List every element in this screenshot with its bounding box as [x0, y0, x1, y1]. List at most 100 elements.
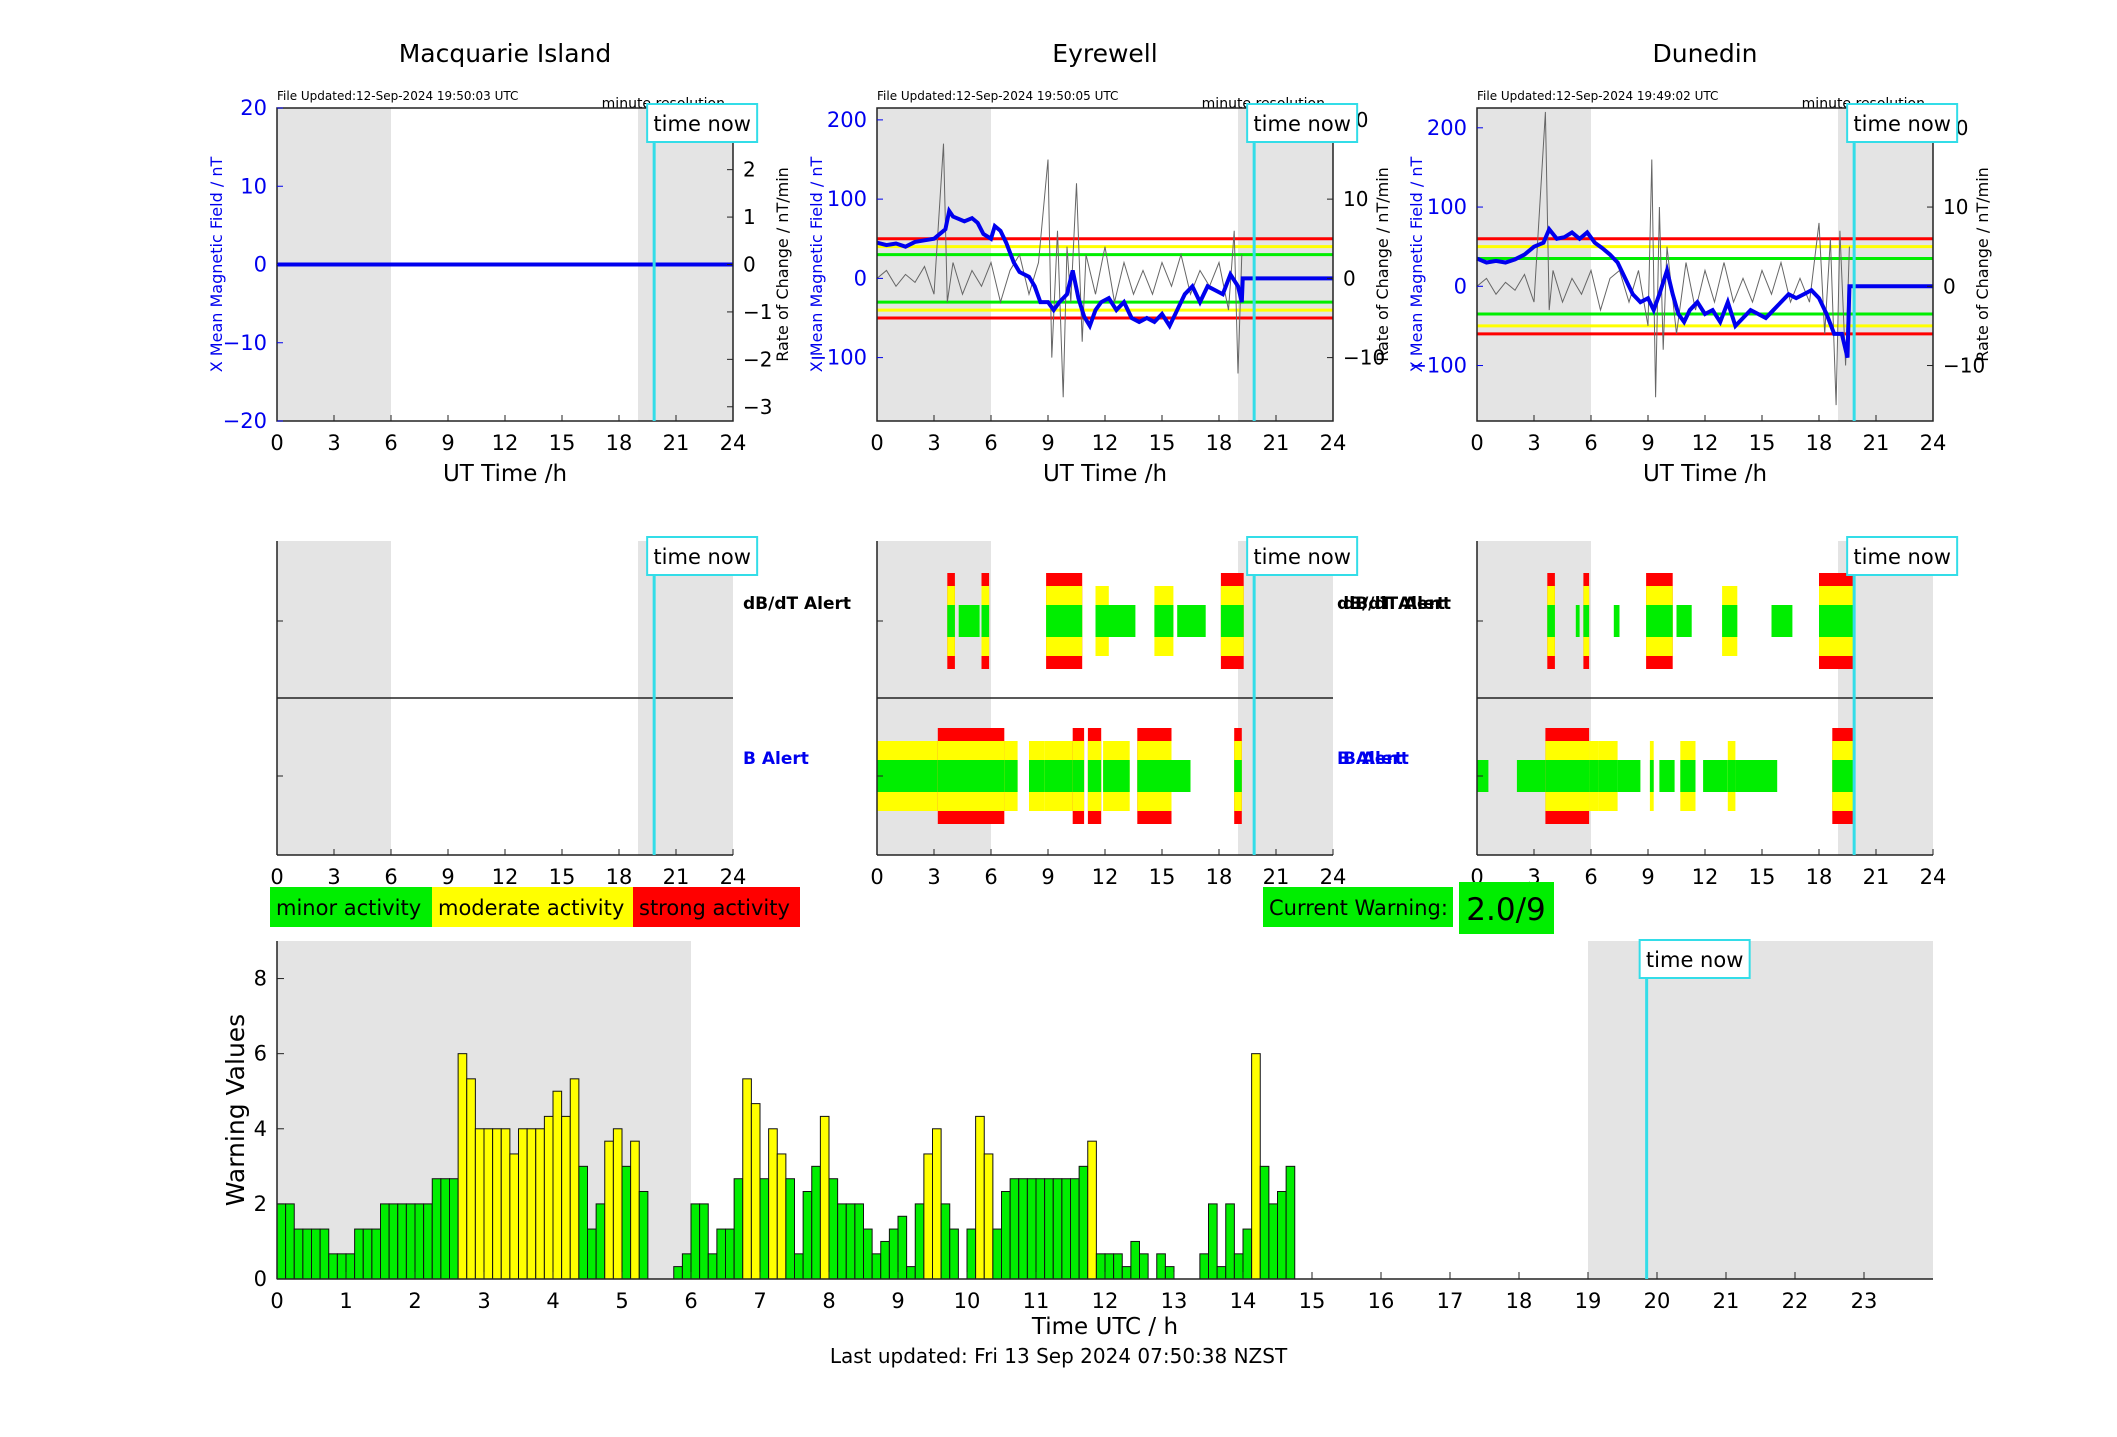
b-alert-block-minor: [1617, 760, 1641, 792]
b-alert-block-minor: [1087, 760, 1102, 792]
y2tick-label: 10: [1343, 187, 1368, 211]
warning-bar: [681, 1253, 692, 1280]
warning-bar: [1095, 1253, 1106, 1280]
b-alert-block-minor: [1545, 760, 1590, 792]
b-alert-block-minor: [937, 760, 1005, 792]
xtick-label: 6: [684, 1289, 697, 1313]
xtick-label: 12: [492, 865, 519, 889]
warning-bar: [759, 1178, 770, 1280]
warning-bar: [276, 1203, 287, 1280]
y2tick-label: −2: [743, 347, 772, 371]
dbdt-alert-block-minor: [1099, 605, 1136, 637]
warning-bar: [293, 1228, 304, 1280]
xtick-label: 15: [549, 865, 576, 889]
current-warning-label-box: [1263, 887, 1453, 927]
ytick-label: 4: [254, 1117, 267, 1141]
xtick-label: 0: [270, 865, 283, 889]
xtick-label: 16: [1368, 1289, 1395, 1313]
station-panel-eyrewell: Eyrewell File Updated:12-Sep-2024 19:50:0…: [807, 39, 1451, 889]
xtick-label: 22: [1782, 1289, 1809, 1313]
warning-bar: [742, 1078, 752, 1280]
warning-bar: [949, 1228, 959, 1280]
warning-bar: [854, 1203, 864, 1280]
shaded-region: [1477, 108, 1591, 421]
y2tick-label: −10: [1343, 346, 1385, 370]
ytick-label: 20: [240, 96, 267, 120]
b-alert-block-minor: [1649, 760, 1654, 792]
legend-label: minor activity: [276, 896, 421, 920]
xtick-label: 11: [1023, 1289, 1050, 1313]
warning-bar: [509, 1153, 519, 1280]
xtick-label: 9: [891, 1289, 904, 1313]
xtick-label: 0: [270, 1289, 283, 1313]
xtick-label: 9: [1641, 431, 1654, 455]
ytick-label: 10: [240, 174, 267, 198]
xtick-label: 15: [1149, 865, 1176, 889]
legend-label: strong activity: [639, 896, 790, 920]
file-updated-text: File Updated:12-Sep-2024 19:49:02 UTC: [1477, 89, 1718, 103]
xtick-label: 8: [822, 1289, 835, 1313]
xtick-label: 0: [270, 431, 283, 455]
magnetic-field-line: [1476, 225, 1933, 359]
ytick-label: 100: [1427, 195, 1467, 219]
warning-bar: [906, 1266, 916, 1280]
xtick-label: 17: [1437, 1289, 1464, 1313]
xtick-label: 18: [1206, 865, 1233, 889]
y-axis-label-right: Rate of Change / nT/min: [1373, 167, 1392, 362]
xtick-label: 21: [1863, 431, 1890, 455]
warning-bar: [561, 1115, 571, 1280]
warning-bar: [1139, 1253, 1149, 1280]
warning-bar: [966, 1228, 977, 1280]
xtick-label: 24: [1920, 865, 1947, 889]
xtick-label: 0: [870, 865, 883, 889]
warning-bar: [1009, 1178, 1020, 1280]
dbdt-alert-label: dB/dT Alert: [1343, 594, 1451, 614]
warning-bar: [716, 1228, 726, 1280]
y2tick-label: 10: [1943, 195, 1968, 219]
xtick-label: 9: [441, 865, 454, 889]
ytick-label: −100: [809, 346, 867, 370]
warning-bar: [1268, 1203, 1278, 1280]
warning-bar: [1199, 1253, 1209, 1280]
xtick-label: 6: [984, 431, 997, 455]
b-alert-block-minor: [1735, 760, 1778, 792]
ytick-label: −10: [223, 331, 267, 355]
warning-bar: [1251, 1053, 1261, 1280]
warning-bar: [1225, 1203, 1235, 1280]
warning-bar: [1121, 1266, 1132, 1280]
b-alert-block-minor: [1029, 760, 1045, 792]
warning-bar: [897, 1215, 908, 1280]
xtick-label: 18: [606, 431, 633, 455]
ytick-label: 6: [254, 1042, 267, 1066]
magnetic-field-line: [876, 206, 1333, 331]
dbdt-alert-block-minor: [1583, 605, 1590, 637]
xtick-label: 3: [927, 865, 940, 889]
xtick-label: 6: [984, 865, 997, 889]
xtick-label: 20: [1644, 1289, 1671, 1313]
warning-bar: [863, 1228, 873, 1280]
xtick-label: 21: [1263, 431, 1290, 455]
xtick-label: 21: [663, 431, 690, 455]
xtick-label: 24: [720, 865, 747, 889]
xtick-label: 9: [1041, 431, 1054, 455]
xtick-label: 3: [327, 865, 340, 889]
xtick-label: 9: [441, 431, 454, 455]
station-title: Dunedin: [1653, 39, 1758, 68]
xtick-label: 3: [327, 431, 340, 455]
warning-bar: [1216, 1266, 1227, 1280]
xtick-label: 7: [753, 1289, 766, 1313]
xtick-label: 14: [1230, 1289, 1257, 1313]
x-axis-label: UT Time /h: [1043, 461, 1167, 487]
xtick-label: 12: [1092, 1289, 1119, 1313]
dbdt-alert-label: dB/dT Alert: [1337, 594, 1445, 614]
warning-bar: [604, 1140, 614, 1280]
warning-bar: [1061, 1178, 1071, 1280]
xtick-label: 15: [549, 431, 576, 455]
current-warning-label: Current Warning:: [1269, 896, 1448, 920]
warning-bar: [975, 1115, 985, 1280]
xtick-label: 3: [927, 431, 940, 455]
warning-bar: [690, 1203, 701, 1280]
xtick-label: 4: [546, 1289, 559, 1313]
station-panel-macquarie-island: Macquarie Island File Updated:12-Sep-2024…: [207, 39, 851, 889]
warning-bar: [285, 1203, 295, 1280]
